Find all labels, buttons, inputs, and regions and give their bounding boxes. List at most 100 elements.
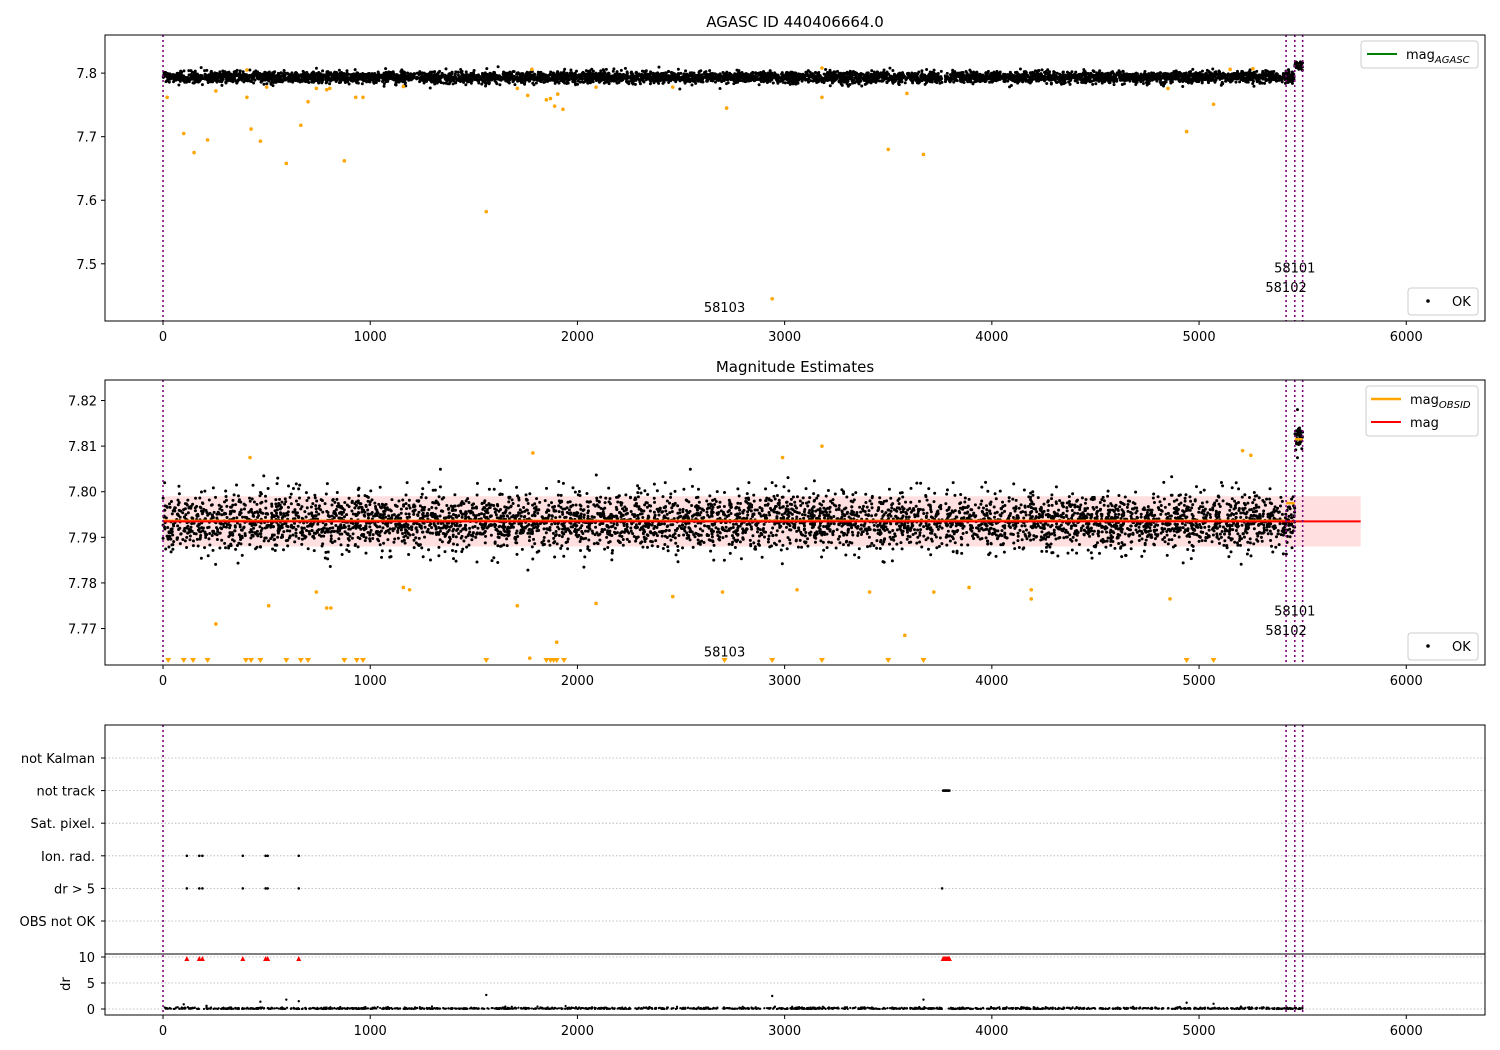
ok-point [680, 76, 684, 80]
ok-point [853, 81, 857, 85]
ok-point [794, 82, 798, 86]
ok-point [860, 84, 864, 88]
ok-point [1094, 82, 1098, 86]
ok-point [901, 76, 905, 80]
ok-point [209, 69, 213, 73]
ok-point [206, 80, 210, 84]
ok-point [532, 78, 536, 82]
ok-point [603, 80, 607, 84]
ok-point [321, 78, 325, 82]
ok-point [358, 76, 362, 80]
ok-point [328, 82, 332, 86]
ok-point [703, 71, 707, 75]
ok-point [1211, 67, 1215, 71]
ok-point [227, 76, 231, 80]
ok-point [425, 79, 429, 83]
ok-point [476, 73, 480, 77]
ok-point [923, 82, 927, 86]
ok-point [276, 71, 280, 75]
ok-point [881, 70, 885, 74]
ok-point [462, 75, 466, 79]
ok-point [177, 83, 181, 87]
ok-point [253, 78, 257, 82]
ok-point [268, 72, 272, 76]
ok-point [487, 81, 491, 85]
ok-point [640, 73, 644, 77]
ok-point [917, 70, 921, 74]
ok-point [901, 71, 905, 75]
ok-point [274, 80, 278, 84]
ok-point [331, 73, 335, 77]
ok-point [845, 82, 849, 86]
ok-point [801, 75, 805, 79]
ok-point [224, 81, 228, 85]
ok-point [344, 77, 348, 81]
ok-point [737, 69, 741, 73]
ok-point [876, 79, 880, 83]
ok-point [619, 68, 623, 72]
ok-point [1091, 69, 1095, 73]
ok-point [504, 79, 508, 83]
ok-point [874, 80, 878, 84]
ok-point [493, 79, 497, 83]
ok-point [305, 74, 309, 78]
ok-point [655, 78, 659, 82]
ok-point [578, 80, 582, 84]
ok-point [178, 79, 182, 83]
ok-point [337, 81, 341, 85]
ok-point [402, 75, 406, 79]
ok-point [695, 77, 699, 81]
ok-point [484, 84, 488, 88]
ok-point [512, 70, 516, 74]
ok-point [914, 75, 918, 79]
ok-point [206, 77, 210, 81]
ok-point [167, 80, 171, 84]
ok-point [523, 77, 527, 81]
ok-point [648, 72, 652, 76]
ok-point [797, 75, 801, 79]
ok-point [668, 76, 672, 80]
ok-point [524, 72, 528, 76]
ok-point [442, 81, 446, 85]
ok-point [828, 84, 832, 88]
ok-point [676, 67, 680, 71]
ok-point [485, 78, 489, 82]
ok-point [333, 76, 337, 80]
ok-point [603, 71, 607, 75]
ok-point [881, 79, 885, 83]
ok-point [317, 80, 321, 84]
ok-point [814, 71, 818, 75]
ok-point [266, 78, 270, 82]
ok-point [516, 71, 520, 75]
ok-point [466, 77, 470, 81]
ok-point [794, 71, 798, 75]
ok-point [321, 69, 325, 73]
ok-point [185, 77, 189, 81]
ok-point [565, 82, 569, 86]
ok-point [857, 73, 861, 77]
ok-point [327, 77, 331, 81]
ok-point [314, 66, 318, 70]
ok-point [593, 76, 597, 80]
ok-point [532, 72, 536, 76]
ok-point [451, 82, 455, 86]
ok-point [658, 73, 662, 77]
ok-point [639, 78, 643, 82]
ok-point [932, 68, 936, 72]
ok-point [577, 73, 581, 77]
ok-point [573, 76, 577, 80]
ok-point [930, 73, 934, 77]
ok-point [870, 74, 874, 78]
ok-point [570, 74, 574, 78]
ok-point [214, 79, 218, 83]
ok-point [849, 73, 853, 77]
ok-point [513, 83, 517, 87]
ok-point [496, 65, 500, 69]
ok-point [630, 81, 634, 85]
ok-point [644, 69, 648, 73]
ok-point [179, 69, 183, 73]
ok-point [911, 81, 915, 85]
ok-point [188, 77, 192, 81]
ok-point [897, 82, 901, 86]
ok-point [848, 82, 852, 86]
